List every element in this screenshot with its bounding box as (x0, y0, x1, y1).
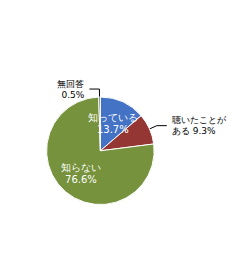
svg-text:0.5%: 0.5% (62, 90, 85, 100)
svg-text:76.6%: 76.6% (65, 174, 97, 185)
svg-text:ある 9.3%: ある 9.3% (172, 126, 216, 136)
svg-text:知らない: 知らない (61, 162, 101, 173)
svg-text:13.7%: 13.7% (97, 124, 129, 135)
svg-text:知っている: 知っている (88, 112, 138, 123)
svg-text:聴いたことが: 聴いたことが (172, 115, 227, 125)
svg-text:無回答: 無回答 (57, 79, 84, 89)
